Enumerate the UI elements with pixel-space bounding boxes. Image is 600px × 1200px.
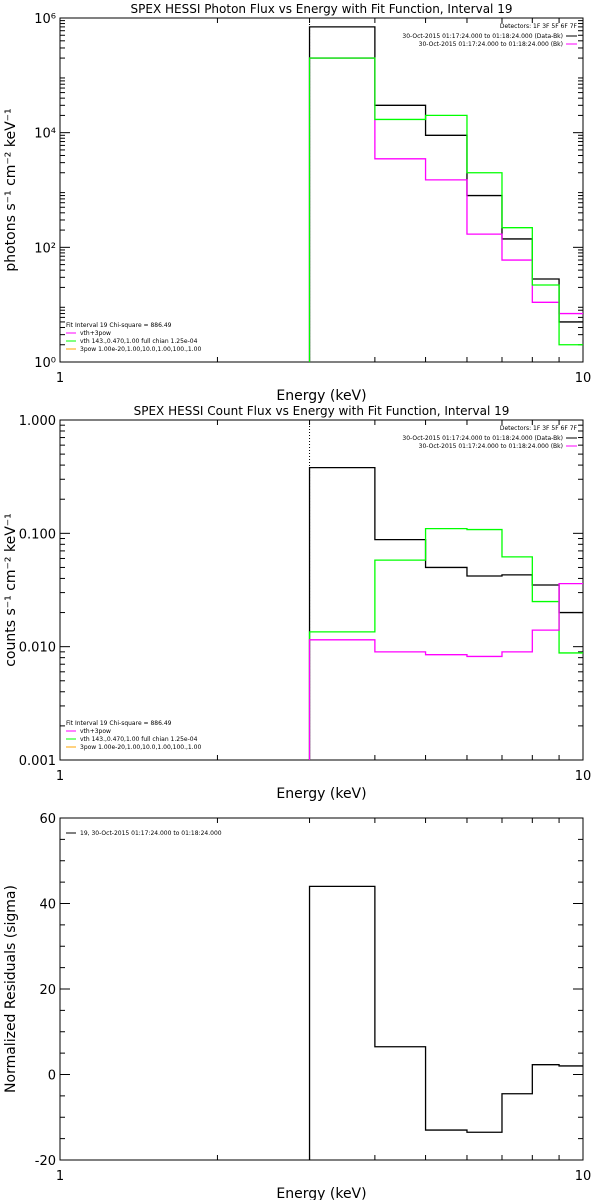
x-tick-label: 10 bbox=[575, 371, 592, 386]
chart-title: SPEX HESSI Count Flux vs Energy with Fit… bbox=[134, 404, 510, 418]
legend-label: vth 143.,0.470,1.00 full chian 1.25e-04 bbox=[80, 736, 198, 743]
plot-frame bbox=[59, 419, 584, 761]
y-tick-label: 0 bbox=[48, 1069, 56, 1084]
plot-frame bbox=[59, 17, 584, 363]
y-tick-label: 60 bbox=[39, 812, 56, 827]
x-axis-label: Energy (keV) bbox=[276, 388, 366, 404]
series-2-line bbox=[308, 57, 583, 362]
legend-label: vth+3pow bbox=[80, 728, 111, 735]
x-tick-label: 1 bbox=[56, 371, 64, 386]
legend-header: Fit Interval 19 Chi-square = 886.49 bbox=[66, 322, 172, 329]
y-tick-label: -20 bbox=[35, 1154, 56, 1169]
y-tick-label: 20 bbox=[39, 983, 56, 998]
y-axis-label: counts s⁻¹ cm⁻² keV⁻¹ bbox=[3, 513, 19, 667]
y-tick-label: 0.100 bbox=[19, 527, 56, 542]
detectors-label: Detectors: 1F 3F 5F 6F 7F bbox=[500, 425, 578, 432]
series-1-line bbox=[308, 466, 583, 760]
chart-title: SPEX HESSI Photon Flux vs Energy with Fi… bbox=[131, 2, 513, 16]
legend-label: 3pow 1.00e-20,1.00,10.0,1.00,100.,1.00 bbox=[80, 744, 201, 751]
series-2-line bbox=[308, 527, 583, 760]
series-1-line bbox=[308, 26, 583, 362]
x-tick-label: 10 bbox=[575, 1169, 592, 1184]
x-tick-label: 1 bbox=[56, 1169, 64, 1184]
x-tick-label: 1 bbox=[56, 769, 64, 784]
y-axis-label: photons s⁻¹ cm⁻² keV⁻¹ bbox=[3, 108, 19, 271]
series-3-line bbox=[308, 582, 583, 760]
info-line: 30-Oct-2015 01:17:24.000 to 01:18:24.000… bbox=[419, 41, 563, 48]
info-line: 30-Oct-2015 01:17:24.000 to 01:18:24.000… bbox=[402, 435, 563, 442]
y-tick-label: 0.010 bbox=[19, 641, 56, 656]
plot-2: SPEX HESSI Count Flux vs Energy with Fit… bbox=[3, 404, 591, 802]
y-tick-label: 1.000 bbox=[19, 414, 56, 429]
legend-header: Fit Interval 19 Chi-square = 886.49 bbox=[66, 720, 172, 727]
info-line: 30-Oct-2015 01:17:24.000 to 01:18:24.000… bbox=[419, 443, 563, 450]
legend-label: 3pow 1.00e-20,1.00,10.0,1.00,100.,1.00 bbox=[80, 346, 201, 353]
plot-3: Energy (keV) Normalized Residuals (sigma)… bbox=[3, 812, 591, 1200]
x-axis-label: Energy (keV) bbox=[276, 1186, 366, 1200]
series-1-line bbox=[308, 885, 583, 1160]
legend-label: vth+3pow bbox=[80, 330, 111, 337]
plot-frame bbox=[59, 817, 584, 1161]
detectors-label: Detectors: 1F 3F 5F 6F 7F bbox=[500, 23, 578, 30]
y-tick-label: 10⁴ bbox=[34, 127, 56, 142]
y-tick-label: 10⁰ bbox=[34, 356, 56, 371]
series-3-line bbox=[308, 57, 583, 362]
y-tick-label: 40 bbox=[39, 898, 56, 913]
y-tick-label: 10⁶ bbox=[34, 12, 56, 27]
legend-label: 19, 30-Oct-2015 01:17:24.000 to 01:18:24… bbox=[80, 830, 222, 837]
plot-1: SPEX HESSI Photon Flux vs Energy with Fi… bbox=[3, 2, 591, 404]
legend-label: vth 143.,0.470,1.00 full chian 1.25e-04 bbox=[80, 338, 198, 345]
x-axis-label: Energy (keV) bbox=[276, 786, 366, 802]
y-tick-label: 0.001 bbox=[19, 754, 56, 769]
y-tick-label: 10² bbox=[34, 241, 56, 256]
info-line: 30-Oct-2015 01:17:24.000 to 01:18:24.000… bbox=[402, 33, 563, 40]
y-axis-label: Normalized Residuals (sigma) bbox=[3, 885, 19, 1093]
x-tick-label: 10 bbox=[575, 769, 592, 784]
